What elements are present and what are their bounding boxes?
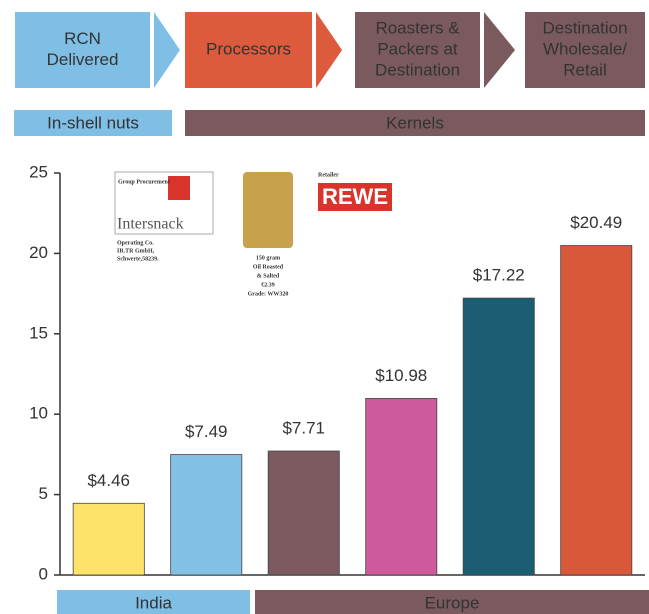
flow-label: Roasters & (375, 18, 460, 37)
stage-label: In-shell nuts (47, 113, 139, 132)
bar (365, 398, 438, 576)
flow-arrow (316, 12, 342, 88)
intersnack-logo (114, 171, 214, 235)
stage-band (185, 110, 645, 136)
flow-label: Processors (206, 39, 291, 58)
region-band (57, 590, 250, 614)
region-label: India (135, 593, 172, 612)
annotation: Group Procurement (118, 179, 170, 185)
y-tick-label: 5 (39, 484, 48, 503)
flow-label: Destination (542, 18, 627, 37)
value-label: $4.46 (87, 471, 130, 490)
bar (267, 450, 340, 576)
logos: Group Procurement Intersnack Operating C… (114, 171, 392, 297)
y-tick-label: 10 (29, 404, 48, 423)
annotation: 150 gram (256, 255, 280, 261)
annotation: Grade: WW320 (248, 291, 289, 297)
bar (72, 502, 145, 576)
logo-icon (168, 176, 190, 200)
region-band (255, 590, 649, 614)
value-label: $17.22 (473, 266, 525, 285)
flow-label: Wholesale/ (543, 39, 627, 58)
stage-band (14, 110, 172, 136)
bar (170, 454, 243, 576)
flow-arrow (484, 12, 515, 88)
annotation: Oil Roasted (253, 264, 284, 270)
y-tick-label: 20 (29, 243, 48, 262)
flow-box (355, 12, 480, 88)
annotation: Schwerte,58239. (117, 256, 159, 262)
value-label: $7.49 (185, 422, 228, 441)
flow-box (525, 12, 645, 88)
rewe-logo (318, 183, 392, 211)
region-label: Europe (425, 593, 480, 612)
flow-box (15, 12, 150, 88)
stage-label: Kernels (386, 113, 444, 132)
flow-label: RCN (64, 29, 101, 48)
value-label: $7.71 (282, 419, 325, 438)
bar (560, 245, 633, 576)
annotation: IR.TR GmbH, (117, 248, 155, 254)
annotation: Retailer (318, 172, 339, 178)
y-tick-label: 25 (29, 162, 48, 181)
value-label: $20.49 (570, 213, 622, 232)
annotation: Intersnack (117, 216, 184, 233)
flow-arrow (154, 12, 180, 88)
pack-image (243, 172, 293, 248)
flow-label: Retail (563, 60, 606, 79)
annotation: REWE (322, 184, 388, 209)
value-label: $10.98 (375, 366, 427, 385)
flow-box (185, 12, 312, 88)
flow-label: Packers at (377, 39, 458, 58)
flow-label: Destination (375, 60, 460, 79)
annotation: Operating Co. (117, 240, 154, 246)
y-tick-label: 0 (39, 564, 48, 583)
y-tick-label: 15 (29, 323, 48, 342)
annotation: €2.39 (261, 282, 275, 288)
bar (462, 297, 535, 576)
annotation: & Salted (257, 273, 280, 279)
flow-label: Delivered (47, 50, 119, 69)
